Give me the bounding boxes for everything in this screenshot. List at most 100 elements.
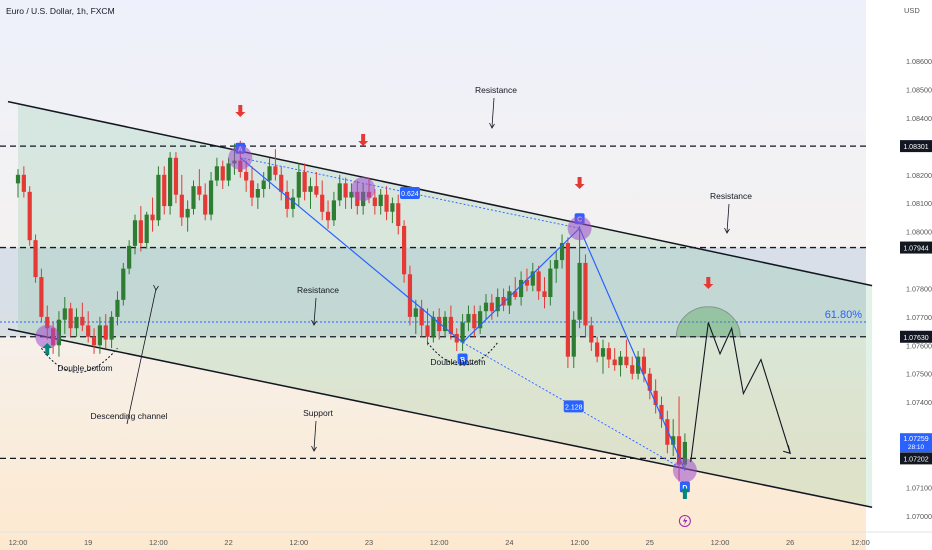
annotation-resistance: Resistance: [297, 285, 339, 295]
channel-lower-line[interactable]: [7, 328, 873, 509]
candle-body: [162, 174, 167, 207]
projected-dome: [675, 306, 741, 338]
current-price-text: 1.07259: [903, 436, 928, 443]
candle-body: [647, 373, 652, 391]
level-tag-text: 1.07944: [903, 246, 928, 253]
candle-body: [325, 211, 331, 221]
sell-arrow-a: [235, 105, 246, 117]
point-badge-B: [457, 353, 468, 365]
annotation-resistance: Resistance: [475, 85, 517, 95]
sell-arrow-b: [358, 134, 369, 146]
candle-body: [127, 245, 132, 269]
y-tick-label: 1.08200: [906, 171, 932, 180]
candle-body: [74, 316, 79, 329]
sell-arrow-c: [574, 177, 585, 189]
descending-channel: [7, 100, 873, 509]
candle-body: [279, 174, 284, 192]
x-tick-label: 12:00: [9, 538, 28, 547]
candle-body: [600, 348, 606, 357]
candle-body: [337, 183, 342, 201]
candle-body: [442, 316, 448, 332]
harmonic-abcd-path[interactable]: [239, 157, 686, 471]
candle-body: [507, 291, 512, 306]
candle-body: [530, 271, 535, 286]
annotation-pointer-head: [153, 284, 159, 291]
x-tick-label: 12:00: [430, 538, 449, 547]
candle-body: [630, 365, 635, 374]
candle-body: [378, 194, 383, 207]
candle-body: [513, 291, 518, 297]
x-tick-label: 12:00: [149, 538, 168, 547]
candle-body: [285, 191, 290, 209]
x-tick-label: 12:00: [711, 538, 730, 547]
channel-upper-line[interactable]: [7, 100, 873, 287]
annotation-pointer: [313, 297, 317, 325]
candle-body: [571, 319, 576, 357]
x-tick-label: 25: [646, 538, 654, 547]
swing-highlight-circle: [351, 177, 376, 202]
lightning-icon[interactable]: [678, 515, 691, 527]
level-tag-1.07944: [900, 241, 932, 254]
projection-arrowhead: [783, 445, 791, 455]
current-price-tag: [900, 433, 932, 453]
candle-body: [150, 214, 155, 221]
candle-body: [448, 316, 453, 334]
candle-body: [132, 220, 138, 246]
candle-body: [331, 200, 336, 221]
candle-body: [536, 271, 541, 292]
candle-body: [343, 183, 348, 198]
level-tag-1.07630: [900, 330, 932, 343]
double-bottom-arc-left: [40, 347, 118, 373]
candle-body: [144, 214, 149, 244]
candle-body: [296, 171, 301, 198]
annotation-pointer: [491, 97, 495, 128]
x-tick-label: 12:00: [289, 538, 308, 547]
annotation-resistance: Resistance: [710, 191, 752, 201]
y-tick-label: 1.07000: [906, 512, 932, 521]
candle-body: [21, 174, 26, 192]
candle-body: [103, 325, 108, 340]
x-tick-label: 22: [224, 538, 232, 547]
candle-body: [519, 279, 524, 297]
candle-body: [396, 203, 401, 226]
sell-arrow-target: [703, 277, 714, 289]
annotation-pointer-head: [311, 445, 317, 452]
buy-arrow-d: [679, 487, 690, 499]
annotation-pointer-head: [311, 319, 317, 326]
candle-body: [261, 180, 266, 190]
candle-body: [203, 194, 208, 215]
candle-body: [197, 186, 202, 195]
candle-body: [179, 194, 184, 218]
candle-body: [244, 171, 249, 181]
candle-body: [39, 277, 44, 317]
candle-body: [676, 436, 682, 465]
annotation-double-bottom: Double bottom: [430, 357, 485, 367]
candlesticks: [15, 140, 687, 482]
y-tick-label: 1.07100: [906, 483, 932, 492]
candle-body: [308, 186, 313, 192]
annotation-double-bottom: Double bottom: [57, 363, 112, 373]
level-tag-1.08301: [900, 140, 932, 153]
x-tick-label: 24: [505, 538, 513, 547]
candle-body: [62, 308, 67, 320]
y-tick-label: 1.08000: [906, 228, 932, 237]
y-tick-label: 1.07800: [906, 284, 932, 293]
y-tick-label: 1.07600: [906, 341, 932, 350]
y-tick-label: 1.07500: [906, 370, 932, 379]
candle-body: [595, 342, 600, 357]
candle-body: [97, 325, 102, 346]
projection-path[interactable]: [690, 322, 791, 462]
lightning-glyph: [682, 516, 688, 526]
candle-body: [565, 243, 570, 357]
y-tick-label: 1.08600: [906, 57, 932, 66]
level-tag-text: 1.08301: [903, 144, 928, 151]
candle-body: [109, 316, 114, 340]
candle-body: [27, 191, 32, 241]
y-tick-label: 1.08400: [906, 114, 932, 123]
candle-body: [267, 166, 272, 181]
candle-body: [56, 319, 62, 346]
swing-highlight-circle: [567, 216, 592, 241]
candle-body: [612, 359, 617, 366]
